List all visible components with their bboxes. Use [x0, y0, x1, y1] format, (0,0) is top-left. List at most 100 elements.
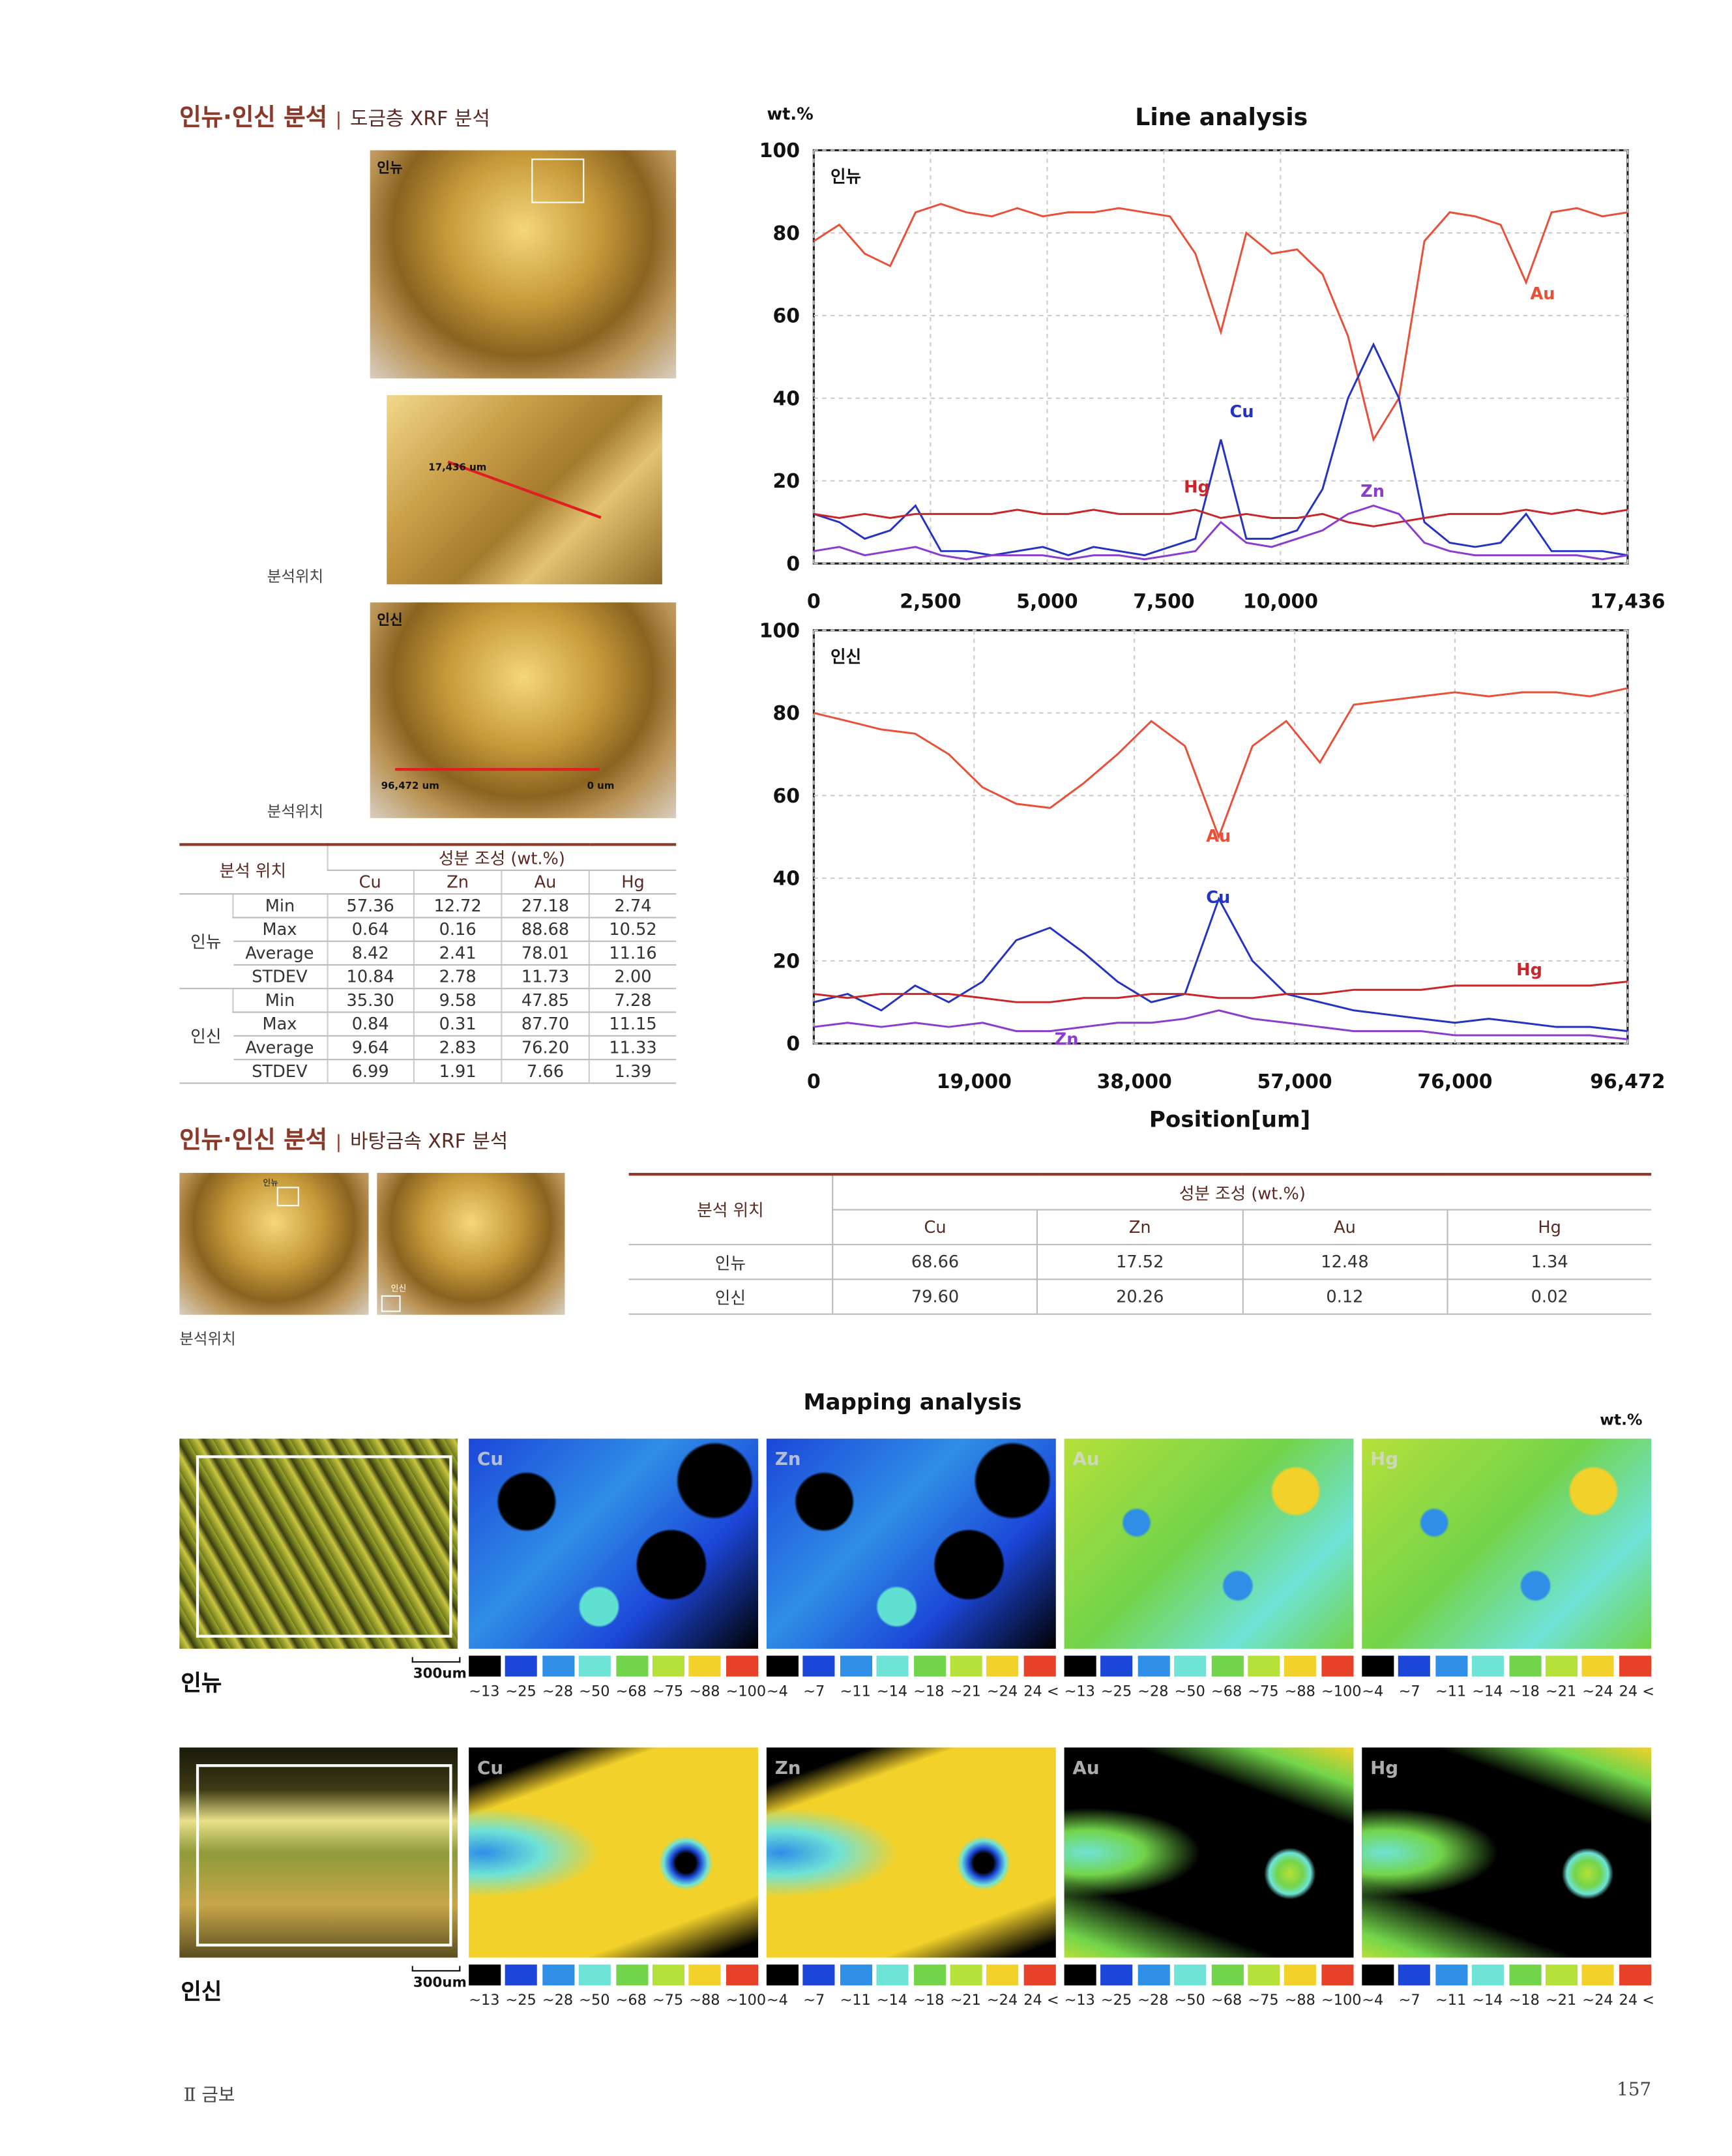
analysis-area: [196, 1455, 452, 1638]
stat-cell: Min: [232, 988, 327, 1013]
color-swatch: [1508, 1655, 1541, 1677]
value-cell: 0.02: [1447, 1279, 1652, 1315]
data-line: [814, 896, 1628, 1033]
value-cell: 7.66: [501, 1059, 589, 1084]
data-line: [813, 342, 1628, 557]
data-row: 인뉴 Min 57.36 12.72 27.18 2.74: [179, 894, 677, 990]
color-swatch: [1362, 1964, 1394, 1986]
scale-value: ~13: [1064, 1992, 1095, 2009]
color-swatch: [1174, 1964, 1207, 1986]
color-swatch: [1248, 1655, 1280, 1677]
value-cell: 2.00: [588, 964, 677, 990]
plot-frame: [812, 149, 1629, 565]
row-label: 인신: [181, 1978, 222, 2005]
column-header: Cu: [327, 870, 414, 895]
color-swatch: [1211, 1655, 1244, 1677]
y-tick-label: 40: [773, 868, 800, 891]
color-swatch: [1100, 1655, 1133, 1677]
color-swatch: [876, 1964, 909, 1986]
y-tick-label: 100: [759, 619, 800, 642]
stat-cell: Max: [233, 1012, 327, 1037]
value-cell: 87.70: [501, 1012, 589, 1037]
series-label: Au: [1206, 827, 1231, 846]
scale-value: ~28: [542, 1683, 574, 1700]
column-header: Zn: [1037, 1209, 1243, 1246]
line-chart: 0 20 40 60 80 100 0 2,500 5,000 7,500 10,000 17,436…: [759, 103, 1666, 1133]
color-swatch: [1508, 1964, 1541, 1986]
series-label: Hg: [1516, 960, 1542, 980]
scale-value: ~18: [913, 1992, 945, 2009]
value-cell: 20.26: [1037, 1279, 1243, 1315]
color-swatch: [876, 1655, 909, 1677]
scale-value: ~100: [726, 1683, 767, 1700]
value-cell: 68.66: [832, 1244, 1038, 1280]
scale-value: ~68: [1211, 1683, 1242, 1700]
value-cell: 2.74: [588, 894, 677, 919]
value-cell: 2.41: [413, 941, 502, 966]
section-subtitle: 도금층 XRF 분석: [349, 108, 490, 131]
y-tick-label: 80: [773, 222, 800, 245]
value-cell: 8.42: [326, 941, 414, 966]
scale-value: 24 <: [1023, 1683, 1059, 1700]
scale-value: 24 <: [1023, 1992, 1059, 2009]
color-swatch: [652, 1964, 684, 1986]
color-swatch: [1064, 1964, 1096, 1986]
scale-value: ~75: [652, 1992, 684, 2009]
photo: 인신: [377, 1173, 565, 1315]
scale-value: ~21: [950, 1992, 981, 2009]
x-tick-label: 96,472: [1590, 1071, 1665, 1093]
scale-value: ~4: [1362, 1992, 1384, 2009]
scale-value: ~11: [840, 1992, 871, 2009]
header-cell: 성분 조성 (wt.%): [326, 844, 677, 871]
scale-value: ~13: [469, 1683, 500, 1700]
color-swatch: [726, 1964, 758, 1986]
position-cell: 인신: [628, 1279, 834, 1315]
value-cell: 9.64: [326, 1035, 414, 1061]
color-swatch: [579, 1655, 611, 1677]
color-swatch: [950, 1964, 982, 1986]
color-swatch: [1619, 1964, 1651, 1986]
column-header: Au: [1242, 1209, 1448, 1246]
element-map: Zn: [766, 1747, 1056, 1958]
color-swatch: [913, 1964, 946, 1986]
data-line: [813, 203, 1628, 442]
value-cell: 0.64: [326, 917, 414, 942]
value-cell: 11.15: [588, 1012, 677, 1037]
y-tick-label: 100: [759, 140, 800, 162]
color-swatch: [1472, 1655, 1504, 1677]
value-cell: 12.48: [1242, 1244, 1448, 1280]
sample-photo: [179, 1438, 458, 1649]
photo: 인뉴: [370, 150, 677, 379]
color-swatch: [579, 1964, 611, 1986]
color-swatch: [1472, 1964, 1504, 1986]
value-cell: 78.01: [501, 941, 589, 966]
color-swatch: [986, 1655, 1019, 1677]
x-tick-label: 76,000: [1417, 1071, 1492, 1093]
color-swatch: [913, 1655, 946, 1677]
scale-value: ~14: [876, 1683, 908, 1700]
section-title: 인뉴·인신 분석: [179, 104, 327, 132]
value-cell: 17.52: [1037, 1244, 1243, 1280]
scale-value: ~88: [689, 1683, 720, 1700]
photo: 인신 96,472 um 0 um: [370, 602, 677, 818]
stat-cell: Min: [232, 894, 327, 919]
x-tick-label: 0: [807, 1071, 821, 1093]
color-swatch: [1398, 1655, 1431, 1677]
data-line: [814, 687, 1628, 840]
header-row: 분석 위치 성분 조성 (wt.%): [628, 1174, 1652, 1246]
color-swatch: [1545, 1964, 1578, 1986]
scale-value: ~14: [1472, 1992, 1503, 2009]
row-label: 인뉴: [181, 1669, 222, 1696]
color-swatch: [1023, 1964, 1056, 1986]
data-row: 인신 79.60 20.26 0.12 0.02: [628, 1279, 1652, 1315]
value-cell: 88.68: [501, 917, 589, 942]
scale-value: ~18: [1508, 1683, 1540, 1700]
data-row: Max 0.84 0.31 87.70 11.15: [179, 1012, 677, 1037]
scale-value: ~7: [803, 1992, 825, 2009]
data-row: STDEV 6.99 1.91 7.66 1.39: [179, 1059, 677, 1084]
header-row: 분석 위치 성분 조성 (wt.%): [179, 844, 677, 895]
series-label: Zn: [1360, 482, 1385, 501]
value-cell: 79.60: [832, 1279, 1038, 1315]
panel-label: 인신: [830, 647, 861, 667]
